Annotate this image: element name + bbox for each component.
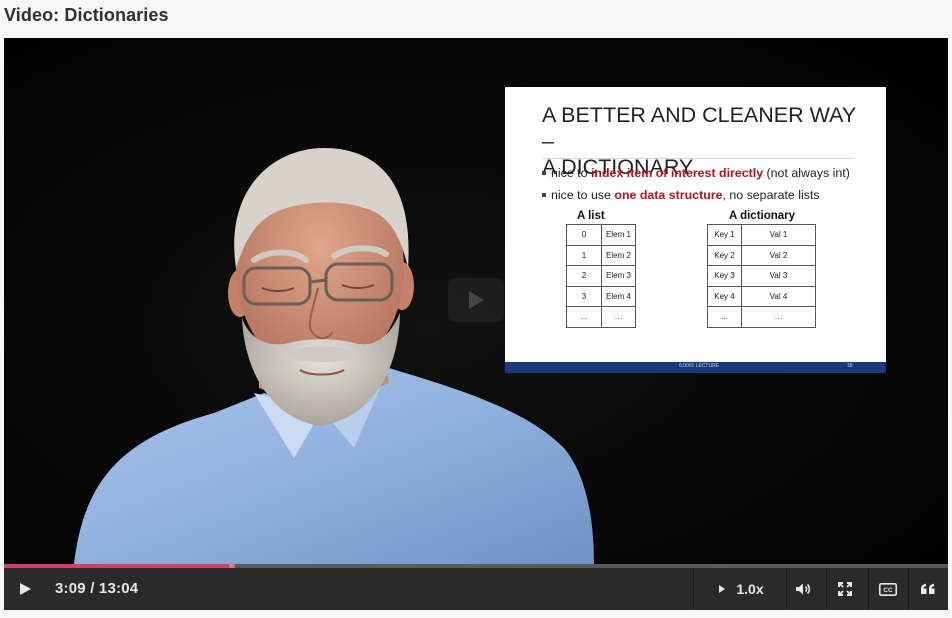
- control-divider: [868, 568, 869, 610]
- table-row: ……: [566, 306, 636, 328]
- dict-key: …: [707, 306, 742, 328]
- slide-bullet-2: nice to use one data structure, no separ…: [542, 188, 820, 202]
- table-row: ……: [707, 306, 816, 328]
- slide-footer: 6.0001 LECTURE 18: [505, 362, 886, 373]
- table-row: 2 Elem 3: [566, 265, 636, 287]
- bullet-square-icon: [542, 192, 546, 197]
- slide-page-number: 18: [847, 363, 853, 369]
- time-display: 3:09 / 13:04: [55, 580, 139, 597]
- captions-button[interactable]: CC: [872, 568, 904, 610]
- dict-value: Val 1: [741, 224, 816, 246]
- list-index: 1: [566, 244, 602, 266]
- list-element: Elem 4: [601, 285, 636, 307]
- center-play-button[interactable]: [448, 278, 504, 322]
- list-table: 0 Elem 1 1 Elem 2 2 Elem 3 3 Elem 4 ……: [566, 224, 636, 328]
- list-element: …: [601, 306, 636, 328]
- list-element: Elem 3: [601, 265, 636, 287]
- progress-handle[interactable]: [229, 563, 235, 569]
- dict-key: Key 1: [707, 224, 742, 246]
- bullet-2-text: nice to use: [551, 188, 615, 202]
- table-row: Key 3 Val 3: [707, 265, 816, 287]
- slide-title-line-1: A BETTER AND CLEANER WAY –: [542, 103, 856, 153]
- bullet-1-emphasis: index item of interest directly: [590, 166, 764, 180]
- dict-key: Key 2: [707, 244, 742, 266]
- speed-button[interactable]: 1.0x: [694, 568, 788, 610]
- volume-icon: [796, 583, 811, 595]
- list-index: 2: [566, 265, 602, 287]
- list-index: 0: [566, 224, 602, 246]
- quote-icon: [921, 583, 935, 594]
- video-player[interactable]: A BETTER AND CLEANER WAY – A DICTIONARY …: [4, 38, 948, 610]
- cc-icon: CC: [879, 582, 897, 596]
- table-row: Key 1 Val 1: [707, 224, 816, 246]
- dict-value: Val 2: [741, 244, 816, 266]
- dict-table-header: A dictionary: [729, 210, 796, 222]
- fullscreen-icon: [838, 582, 852, 596]
- list-table-header: A list: [577, 210, 605, 222]
- video-frame[interactable]: A BETTER AND CLEANER WAY – A DICTIONARY …: [4, 38, 948, 564]
- slide-bullet-1: nice to index item of interest directly …: [542, 166, 850, 180]
- bullet-1-suffix: (not always int): [763, 166, 850, 180]
- table-row: Key 2 Val 2: [707, 244, 816, 266]
- bullet-2-emphasis: one data structure: [614, 188, 723, 202]
- list-element: Elem 2: [601, 244, 636, 266]
- play-icon: [20, 583, 31, 595]
- dict-value: Val 3: [741, 265, 816, 287]
- fullscreen-button[interactable]: [829, 568, 861, 610]
- slide-title-line-2: A DICTIONARY: [542, 155, 694, 179]
- dict-table: Key 1 Val 1 Key 2 Val 2 Key 3 Val 3 Key 4 Va…: [707, 224, 816, 328]
- list-index: …: [566, 306, 602, 328]
- control-bar: 3:09 / 13:04 1.0x CC: [4, 568, 948, 610]
- play-overlay-icon: [469, 291, 484, 309]
- bullet-1-text: nice to: [551, 166, 591, 180]
- lecture-slide: A BETTER AND CLEANER WAY – A DICTIONARY …: [505, 87, 886, 373]
- slide-title: A BETTER AND CLEANER WAY – A DICTIONARY: [542, 102, 872, 180]
- transcript-button[interactable]: [912, 568, 944, 610]
- progress-fill: [4, 564, 232, 568]
- control-divider: [786, 568, 787, 610]
- dict-value: …: [741, 306, 816, 328]
- control-divider: [693, 568, 694, 610]
- bullet-2-suffix: , no separate lists: [722, 188, 820, 202]
- table-row: 3 Elem 4: [566, 285, 636, 307]
- volume-button[interactable]: [787, 568, 819, 610]
- bullet-square-icon: [542, 170, 546, 175]
- dict-value: Val 4: [741, 285, 816, 307]
- play-button[interactable]: [10, 568, 40, 610]
- progress-bar[interactable]: [4, 563, 948, 569]
- dict-key: Key 3: [707, 265, 742, 287]
- table-row: Key 4 Val 4: [707, 285, 816, 307]
- caret-right-icon: [719, 585, 726, 593]
- slide-divider: [542, 158, 854, 159]
- svg-text:CC: CC: [883, 587, 893, 594]
- dict-key: Key 4: [707, 285, 742, 307]
- slide-footer-text: 6.0001 LECTURE: [679, 363, 720, 369]
- page-title: Video: Dictionaries: [4, 5, 169, 25]
- control-divider: [908, 568, 909, 610]
- speed-label: 1.0x: [736, 581, 764, 597]
- list-index: 3: [566, 285, 602, 307]
- table-row: 1 Elem 2: [566, 244, 636, 266]
- list-element: Elem 1: [601, 224, 636, 246]
- control-divider: [826, 568, 827, 610]
- table-row: 0 Elem 1: [566, 224, 636, 246]
